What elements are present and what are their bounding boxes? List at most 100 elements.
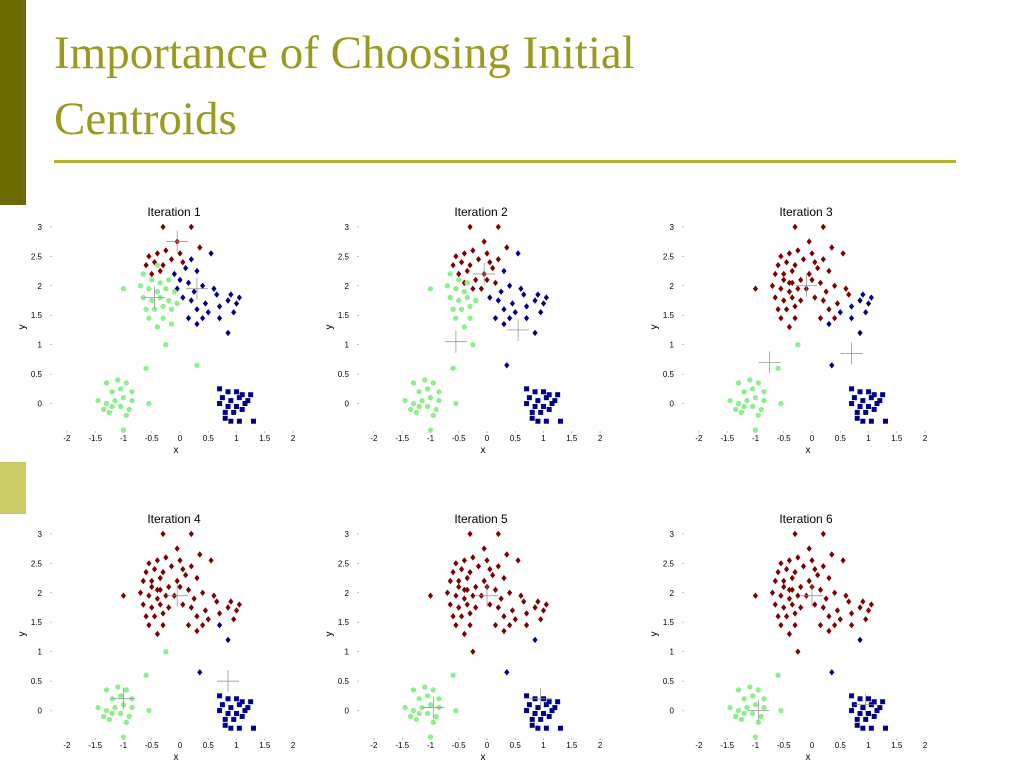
- x-axis-label: x: [481, 752, 486, 763]
- data-point-circle: [165, 297, 172, 304]
- data-point-diamond: [840, 250, 846, 257]
- data-point-diamond: [532, 297, 538, 304]
- data-point-diamond: [543, 294, 549, 301]
- data-point-diamond: [820, 297, 826, 304]
- data-point-diamond: [817, 314, 824, 322]
- data-point-diamond: [781, 577, 787, 585]
- data-point-circle: [427, 734, 434, 740]
- x-tick-label: 0: [178, 434, 183, 443]
- data-point-circle: [752, 701, 759, 708]
- data-point-diamond: [495, 297, 501, 304]
- data-point-circle: [410, 380, 417, 386]
- data-point-diamond: [225, 297, 231, 304]
- y-tick-label: 2: [670, 282, 675, 291]
- y-tick-label: 2: [345, 589, 350, 598]
- data-point-circle: [149, 297, 155, 304]
- data-point-diamond: [197, 669, 203, 676]
- data-point-square: [236, 702, 242, 708]
- data-point-circle: [430, 687, 437, 693]
- data-point-diamond: [461, 279, 467, 287]
- data-point-diamond: [200, 282, 206, 289]
- data-point-square: [535, 398, 541, 404]
- data-point-circle: [149, 277, 155, 283]
- data-point-circle: [168, 321, 175, 327]
- data-point-diamond: [820, 223, 826, 231]
- data-point-circle: [126, 406, 132, 413]
- x-tick-label: -1.5: [88, 741, 102, 750]
- data-point-diamond: [826, 574, 832, 582]
- data-point-square: [549, 708, 555, 714]
- data-point-square: [231, 409, 237, 415]
- y-axis-label: y: [324, 632, 335, 637]
- data-point-diamond: [789, 267, 795, 275]
- data-point-square: [555, 392, 561, 398]
- data-point-diamond: [795, 247, 801, 254]
- data-point-circle: [427, 286, 434, 292]
- data-point-diamond: [863, 309, 869, 316]
- data-point-diamond: [140, 577, 146, 585]
- data-point-square: [239, 713, 245, 719]
- data-point-diamond: [467, 621, 473, 629]
- data-point-diamond: [490, 264, 496, 272]
- data-point-diamond: [540, 607, 547, 614]
- data-point-diamond: [214, 598, 220, 605]
- scatter-plot: Iteration 2 -2 -1.5 -1 -0.5 0 0.5 1 1.5 2 0 0.5 1 1.5…: [324, 205, 603, 456]
- scatter-plot: Iteration 4 -2 -1.5 -1 -0.5 0 0.5 1 1.5 2 0 0.5 1 1.5…: [17, 512, 296, 763]
- data-point-diamond: [453, 560, 459, 567]
- data-point-circle: [120, 394, 127, 401]
- data-point-diamond: [781, 297, 787, 304]
- data-point-diamond: [789, 574, 795, 582]
- y-axis-label: y: [17, 632, 28, 637]
- data-point-circle: [450, 306, 456, 313]
- data-point-square: [535, 725, 541, 731]
- data-point-diamond: [800, 256, 807, 263]
- data-point-diamond: [470, 648, 476, 655]
- centroid-marker: [422, 696, 445, 719]
- data-point-circle: [163, 286, 169, 292]
- data-point-diamond: [532, 636, 538, 644]
- scatter-plot: Iteration 6 -2 -1.5 -1 -0.5 0 0.5 1 1.5 2 0 0.5 1 1.5…: [649, 512, 928, 763]
- data-point-diamond: [191, 288, 197, 295]
- data-point-diamond: [490, 571, 496, 579]
- data-point-diamond: [200, 314, 206, 322]
- centroid-marker: [801, 584, 823, 607]
- data-point-diamond: [174, 545, 180, 552]
- data-point-diamond: [820, 563, 826, 570]
- data-point-diamond: [523, 303, 530, 310]
- y-tick-label: 2.5: [663, 252, 675, 261]
- y-tick-label: 2.5: [31, 252, 43, 261]
- data-point-diamond: [512, 309, 518, 316]
- data-point-square: [529, 716, 535, 722]
- data-point-diamond: [812, 566, 818, 573]
- data-point-square: [857, 404, 863, 409]
- x-tick-label: -0.5: [452, 434, 466, 443]
- data-point-circle: [433, 713, 439, 720]
- data-point-diamond: [789, 279, 795, 287]
- data-point-diamond: [228, 291, 234, 298]
- data-point-diamond: [495, 223, 501, 231]
- data-point-circle: [424, 403, 431, 410]
- data-point-diamond: [507, 282, 513, 289]
- data-point-diamond: [236, 601, 242, 608]
- data-point-diamond: [188, 297, 194, 304]
- data-point-square: [874, 708, 880, 714]
- data-point-square: [222, 409, 228, 415]
- data-point-diamond: [151, 613, 158, 620]
- data-point-diamond: [200, 621, 206, 629]
- data-point-square: [225, 711, 231, 716]
- data-point-circle: [453, 286, 459, 292]
- data-point-diamond: [464, 574, 470, 582]
- data-point-square: [541, 404, 547, 409]
- x-tick-label: 2: [598, 741, 603, 750]
- centroid-marker: [747, 699, 770, 722]
- data-point-diamond: [146, 560, 152, 567]
- data-point-diamond: [823, 595, 829, 602]
- data-point-diamond: [475, 256, 482, 263]
- centroid-marker: [529, 687, 552, 710]
- x-tick-label: 1.5: [566, 741, 578, 750]
- y-tick-label: 0.5: [31, 370, 43, 379]
- x-tick-label: -1: [752, 741, 760, 750]
- data-point-circle: [112, 397, 118, 404]
- data-point-diamond: [857, 604, 863, 611]
- data-point-square: [538, 409, 544, 415]
